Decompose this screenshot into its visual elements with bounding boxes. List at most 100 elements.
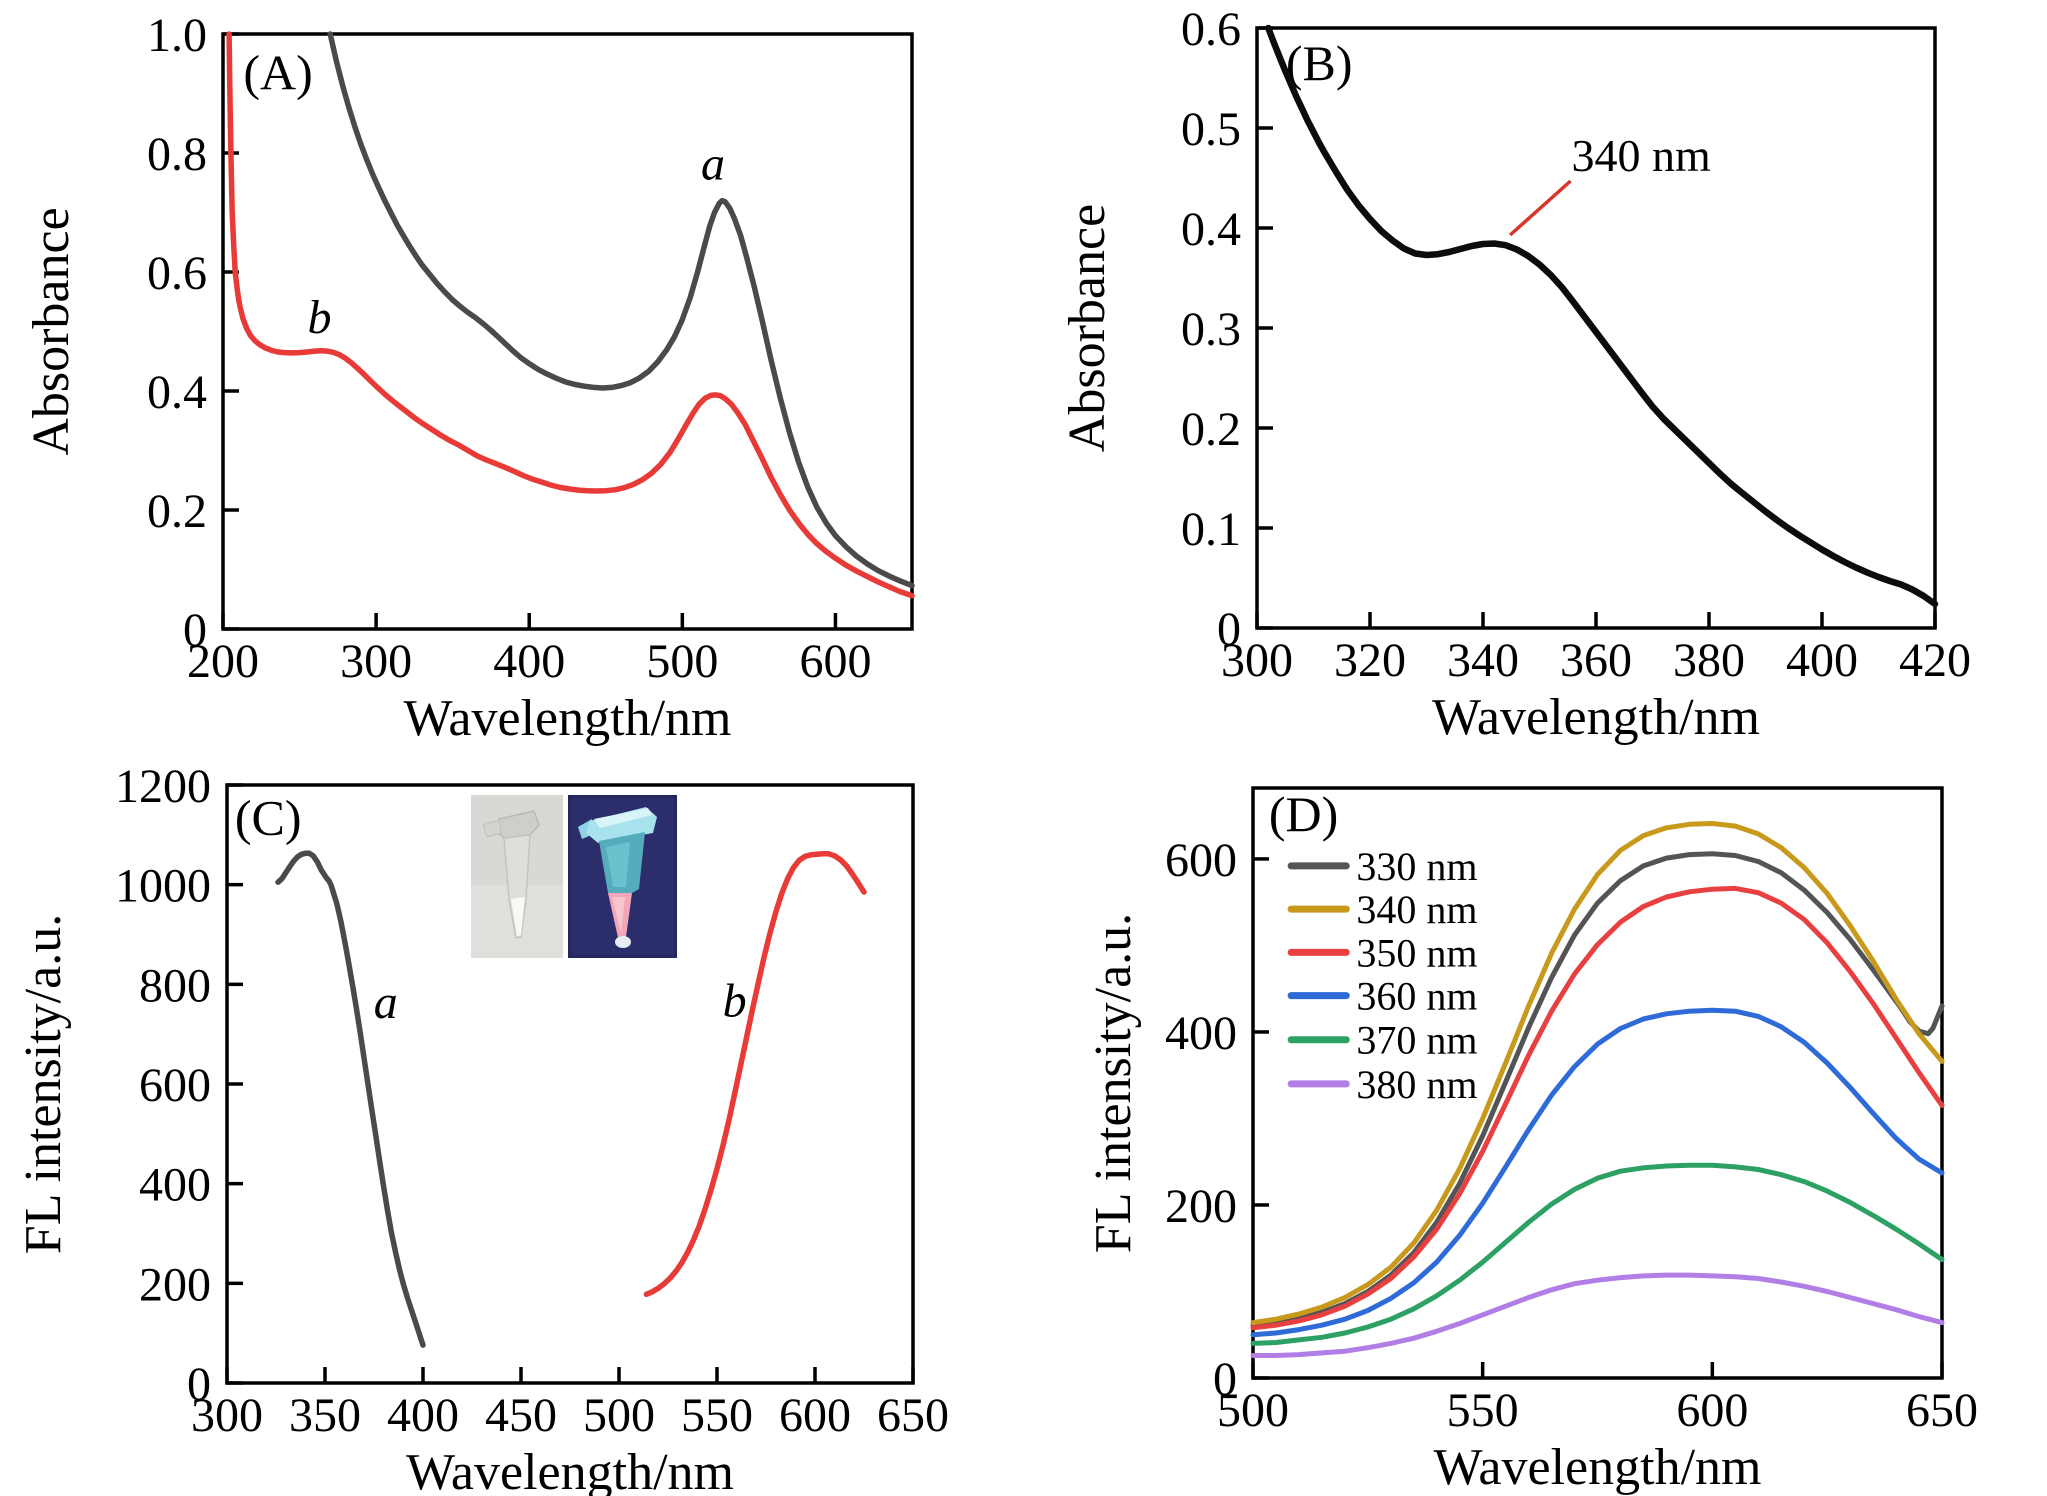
legend-label-350nm: 350 nm [1356, 930, 1477, 975]
panel-D-curve-ex-380nm [1250, 1272, 1945, 1358]
panel-B-xtick-label: 360 [1560, 634, 1632, 687]
inset-photo-uv [568, 795, 677, 958]
uv-tube-body-sheen [606, 842, 630, 887]
panel-C-ytick-label: 400 [139, 1159, 211, 1212]
panel-D-curve-ex-350nm [1250, 885, 1945, 1331]
panel-A-curve-b [226, 31, 915, 599]
panel-C-annotation-text: b [723, 974, 747, 1027]
panel-D-ytick-label: 600 [1165, 834, 1237, 887]
panel-A-ytick-label: 0.4 [147, 366, 207, 419]
panel-A-ytick-label: 1.0 [147, 9, 207, 62]
panel-B-xtick-label: 380 [1673, 634, 1745, 687]
panel-B-curve-absorbance [1265, 24, 1939, 608]
panel-A-frame [221, 32, 914, 631]
panel-B-annotation-text: 340 nm [1572, 130, 1712, 181]
panel-B-label: (B) [1286, 35, 1353, 91]
panel-D-ytick-label: 0 [1213, 1353, 1237, 1406]
panel-A-xtick-label: 500 [646, 635, 718, 688]
panel-A-xtick-label: 400 [493, 635, 565, 688]
panel-D-xtick-label: 550 [1447, 1384, 1519, 1437]
panel-A-annotation-text: b [307, 291, 331, 344]
panel-D-ylabel: FL intensity/a.u. [1085, 913, 1142, 1253]
panel-A-xtick-label: 200 [187, 635, 259, 688]
panel-D-frame [1251, 786, 1944, 1380]
panel-C-xtick-label: 600 [779, 1389, 851, 1442]
panel-B-xtick-label: 400 [1786, 634, 1858, 687]
panel-B: 300 320 340 360 380 400 420 0 0.1 0.2 0.3 0.4 0.5 0.6… [1059, 3, 1971, 746]
panel-A-ytick-label: 0.8 [147, 128, 207, 181]
panel-D-xtick-label: 500 [1217, 1384, 1289, 1437]
daylight-tube-liquid [511, 897, 525, 936]
legend-label-360nm: 360 nm [1356, 974, 1477, 1019]
panel-A-label: (A) [243, 45, 312, 101]
panel-A: 200 300 400 500 600 0 0.2 0.4 0.6 0.8 1.0 Wavelengt… [23, 9, 915, 747]
panel-B-ylabel: Absorbance [1059, 204, 1116, 452]
legend-label-380nm: 380 nm [1356, 1062, 1477, 1107]
panel-C-xtick-label: 350 [289, 1389, 361, 1442]
panel-D-ytick-label: 400 [1165, 1007, 1237, 1060]
panel-C-xtick-label: 450 [485, 1389, 557, 1442]
panel-B-ytick-label: 0.6 [1181, 3, 1241, 56]
legend-label-330nm: 330 nm [1356, 844, 1477, 889]
panel-D-curve-ex-370nm [1250, 1162, 1945, 1346]
panel-B-ytick-label: 0.4 [1181, 203, 1241, 256]
panel-D-curve-ex-360nm [1250, 1007, 1945, 1338]
panel-D-label: (D) [1269, 786, 1338, 842]
panel-C-xtick-label: 400 [387, 1389, 459, 1442]
panel-C-xtick-label: 550 [681, 1389, 753, 1442]
panel-D-xtick-label: 650 [1906, 1384, 1978, 1437]
uv-tube-tip-glow [615, 936, 631, 948]
panel-C-xtick-label: 300 [191, 1389, 263, 1442]
panel-B-xtick-label: 320 [1334, 634, 1406, 687]
panel-B-annotation-pointer [1508, 179, 1572, 237]
panel-C-xtick-label: 500 [583, 1389, 655, 1442]
panel-B-ytick-label: 0.3 [1181, 303, 1241, 356]
panel-C-curve-b-emission [643, 851, 867, 1298]
panel-C-annotation-text: a [374, 976, 398, 1029]
panel-C-ytick-label: 1200 [115, 760, 211, 813]
panel-B-xlabel: Wavelength/nm [1432, 689, 1760, 746]
panel-A-xlabel: Wavelength/nm [404, 690, 732, 747]
panel-A-ytick-label: 0.6 [147, 247, 207, 300]
panel-A-ytick-label: 0 [183, 604, 207, 657]
panel-A-xtick-label: 600 [799, 635, 871, 688]
panel-C-ytick-label: 0 [187, 1358, 211, 1411]
panel-A-ytick-label: 0.2 [147, 485, 207, 538]
panel-B-xtick-label: 340 [1447, 634, 1519, 687]
legend-label-340nm: 340 nm [1356, 887, 1477, 932]
uv-tube-cap-highlight [594, 808, 652, 828]
panel-C-ytick-label: 600 [139, 1059, 211, 1112]
panel-A-curve-a [327, 31, 915, 589]
panel-A-ylabel: Absorbance [23, 207, 80, 455]
panel-B-ytick-label: 0.5 [1181, 103, 1241, 156]
uv-tube-liquid-highlight [612, 897, 625, 933]
panel-C-ytick-label: 800 [139, 959, 211, 1012]
panel-C-ytick-label: 1000 [115, 860, 211, 913]
panel-D-xlabel: Wavelength/nm [1434, 1439, 1762, 1496]
panel-B-xtick-label: 420 [1899, 634, 1971, 687]
panel-D-ytick-label: 200 [1165, 1180, 1237, 1233]
panel-A-annotation-text: a [701, 138, 725, 191]
panel-B-ytick-label: 0.2 [1181, 403, 1241, 456]
panel-B-xtick-label: 300 [1221, 634, 1293, 687]
inset-photos [471, 795, 677, 958]
daylight-tube-tab [482, 819, 502, 838]
panel-C-label: (C) [235, 789, 302, 845]
panel-C-ylabel: FL intensity/a.u. [15, 914, 72, 1254]
panel-C-curve-a-excitation [275, 850, 426, 1348]
panel-B-ytick-label: 0 [1217, 603, 1241, 656]
inset-photo-daylight [471, 795, 563, 958]
panel-A-xtick-label: 300 [340, 635, 412, 688]
panel-C-xlabel: Wavelength/nm [406, 1444, 734, 1496]
panel-D-xtick-label: 600 [1676, 1384, 1748, 1437]
daylight-tube-body [503, 834, 531, 939]
panel-D-curve-ex-340nm [1250, 821, 1945, 1326]
legend-label-370nm: 370 nm [1356, 1018, 1477, 1063]
panel-C: 300 350 400 450 500 550 600 650 0 200 400 600 800 100… [15, 760, 949, 1496]
panel-B-ytick-label: 0.1 [1181, 503, 1241, 556]
panel-C-ytick-label: 200 [139, 1258, 211, 1311]
